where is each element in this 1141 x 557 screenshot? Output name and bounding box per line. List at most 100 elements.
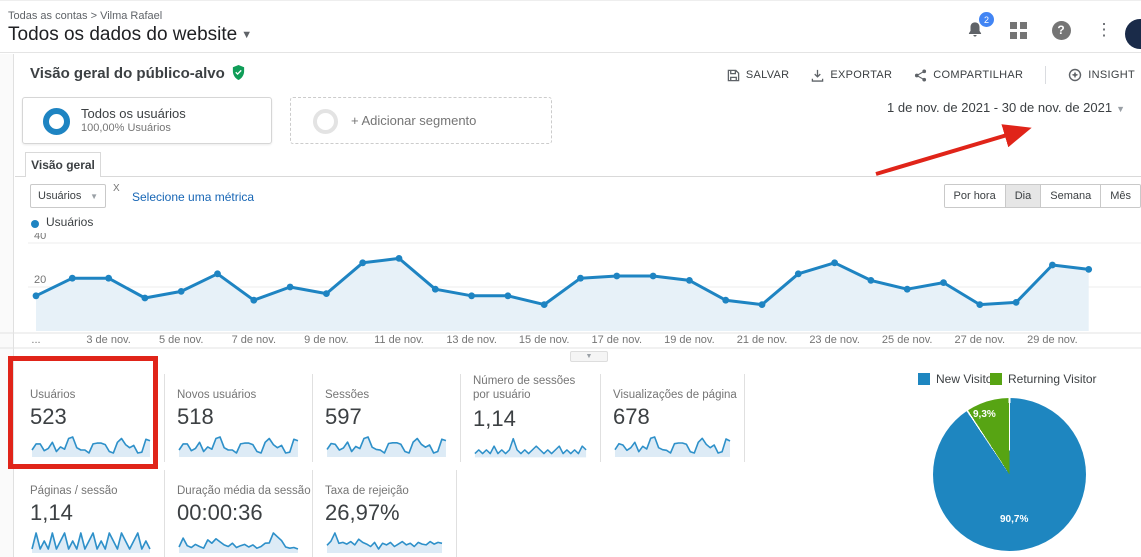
svg-text:17 de nov.: 17 de nov. (592, 334, 643, 346)
svg-text:19 de nov.: 19 de nov. (664, 334, 715, 346)
pie-legend-returning-visitor[interactable]: Returning Visitor (990, 372, 1097, 386)
legend-swatch-blue (918, 373, 930, 385)
granularity-day[interactable]: Dia (1005, 185, 1042, 207)
remove-metric-button[interactable]: X (113, 183, 120, 194)
segment-radio-icon (43, 108, 70, 135)
download-icon (812, 69, 824, 82)
granularity-toggle: Por hora Dia Semana Mês (943, 184, 1141, 208)
segment-name: Todos os usuários (81, 106, 186, 121)
save-icon (727, 69, 740, 81)
property-selector[interactable]: Todos os dados do website ▼ (8, 24, 252, 46)
verified-shield-icon (231, 65, 246, 84)
metric-label[interactable]: Visualizações de página (613, 389, 737, 401)
svg-text:20: 20 (34, 274, 46, 286)
pie-legend-new-visitor[interactable]: New Visitor (918, 372, 996, 386)
metric-card-visualizacoes: Visualizações de página 678 (600, 374, 745, 462)
svg-text:15 de nov.: 15 de nov. (519, 334, 570, 346)
granularity-month[interactable]: Mês (1101, 185, 1140, 207)
metric-label[interactable]: Número de sessões por usuário (473, 375, 576, 402)
insight-button[interactable]: INSIGHT (1068, 68, 1135, 82)
save-button[interactable]: SALVAR (727, 69, 790, 82)
date-range-selector[interactable]: 1 de nov. de 2021 - 30 de nov. de 2021 ▼ (887, 100, 1125, 115)
users-line-chart[interactable]: 20 40... 3 de nov. 5 de nov. 7 de nov. 9 de n… (0, 233, 1141, 351)
svg-text:21 de nov.: 21 de nov. (737, 334, 788, 346)
notifications-button[interactable]: 2 (964, 12, 994, 41)
breadcrumb[interactable]: Todas as contas > Vilma Rafael (8, 10, 162, 22)
svg-text:40: 40 (34, 233, 46, 242)
overflow-menu-button[interactable]: ⋮ (1093, 19, 1115, 41)
segment-all-users[interactable]: Todos os usuários 100,00% Usuários (22, 97, 272, 144)
sparkline (178, 532, 299, 553)
granularity-week[interactable]: Semana (1041, 185, 1102, 207)
property-title: Todos os dados do website (8, 24, 238, 45)
pie-slice-label-green: 9,3% (973, 409, 996, 420)
pie-slice-label-blue: 90,7% (1000, 514, 1029, 525)
svg-text:5 de nov.: 5 de nov. (159, 334, 203, 346)
metric-value: 523 (30, 404, 67, 429)
metric-card-sessoes: Sessões 597 (312, 374, 460, 462)
metric-dropdown[interactable]: Usuários ▼ (30, 184, 106, 208)
breadcrumb-all-accounts[interactable]: Todas as contas (8, 10, 88, 22)
svg-text:25 de nov.: 25 de nov. (882, 334, 933, 346)
segment-detail: 100,00% Usuários (81, 122, 171, 134)
insight-icon (1069, 68, 1082, 82)
metric-cards-row-2: Páginas / sessão 1,14 Duração média da s… (30, 470, 457, 557)
series-legend-icon (31, 220, 39, 228)
svg-text:3 de nov.: 3 de nov. (86, 334, 130, 346)
metric-card-taxa-rejeicao: Taxa de rejeição 26,97% (312, 470, 457, 557)
metric-label[interactable]: Duração média da sessão (177, 485, 311, 497)
segment-radio-empty-icon (313, 109, 338, 134)
svg-text:27 de nov.: 27 de nov. (955, 334, 1006, 346)
metric-label[interactable]: Páginas / sessão (30, 485, 118, 497)
chevron-down-icon: ▼ (90, 191, 98, 201)
series-legend-label: Usuários (46, 215, 94, 229)
granularity-hourly[interactable]: Por hora (944, 185, 1006, 207)
metric-card-novos-usuarios: Novos usuários 518 (164, 374, 312, 462)
share-button[interactable]: COMPARTILHAR (914, 68, 1023, 82)
kebab-icon: ⋮ (1095, 20, 1113, 39)
sparkline (31, 436, 151, 457)
tab-overview[interactable]: Visão geral (25, 152, 101, 177)
legend-swatch-green (990, 373, 1002, 385)
date-range-value: 1 de nov. de 2021 - 30 de nov. de 2021 (887, 100, 1113, 115)
avatar[interactable] (1125, 19, 1141, 49)
svg-text:11 de nov.: 11 de nov. (374, 334, 424, 346)
chevron-down-icon: ▼ (241, 29, 253, 41)
share-icon (915, 68, 927, 82)
metric-value: 1,14 (473, 405, 516, 431)
chevron-down-icon: ▼ (1116, 104, 1125, 114)
export-button[interactable]: EXPORTAR (811, 69, 892, 82)
metric-value: 26,97% (325, 500, 400, 525)
metric-value: 1,14 (30, 500, 73, 525)
svg-text:7 de nov.: 7 de nov. (232, 334, 276, 346)
help-button[interactable]: ? (1050, 19, 1072, 41)
help-icon: ? (1051, 20, 1071, 40)
metric-label[interactable]: Taxa de rejeição (325, 485, 409, 497)
select-metric-link[interactable]: Selecione uma métrica (132, 190, 255, 204)
svg-text:13 de nov.: 13 de nov. (446, 334, 497, 346)
bell-icon (968, 22, 982, 37)
breadcrumb-separator: > (90, 10, 97, 22)
add-segment-button[interactable]: + Adicionar segmento (290, 97, 552, 144)
metric-label[interactable]: Usuários (30, 389, 76, 401)
sparkline (178, 436, 299, 457)
visitor-type-pie-chart[interactable] (933, 398, 1086, 551)
apps-button[interactable] (1007, 19, 1029, 41)
tab-row-divider (15, 176, 1141, 177)
report-title: Visão geral do público-alvo (30, 65, 246, 84)
metric-cards-row-1: Usuários 523 Novos usuários 518 Sessões … (30, 374, 745, 462)
sparkline (326, 532, 443, 553)
svg-text:29 de nov.: 29 de nov. (1027, 334, 1078, 346)
metric-label[interactable]: Sessões (325, 389, 370, 401)
metric-value: 678 (613, 404, 650, 429)
svg-text:23 de nov.: 23 de nov. (809, 334, 860, 346)
chart-collapse-handle[interactable]: ▼ (570, 351, 608, 362)
sparkline (614, 436, 731, 457)
metric-card-usuarios: Usuários 523 (30, 374, 164, 462)
svg-text:...: ... (31, 334, 40, 346)
breadcrumb-account[interactable]: Vilma Rafael (100, 10, 163, 22)
sparkline (31, 532, 151, 553)
metric-value: 00:00:36 (177, 500, 263, 525)
metric-label[interactable]: Novos usuários (177, 389, 257, 401)
